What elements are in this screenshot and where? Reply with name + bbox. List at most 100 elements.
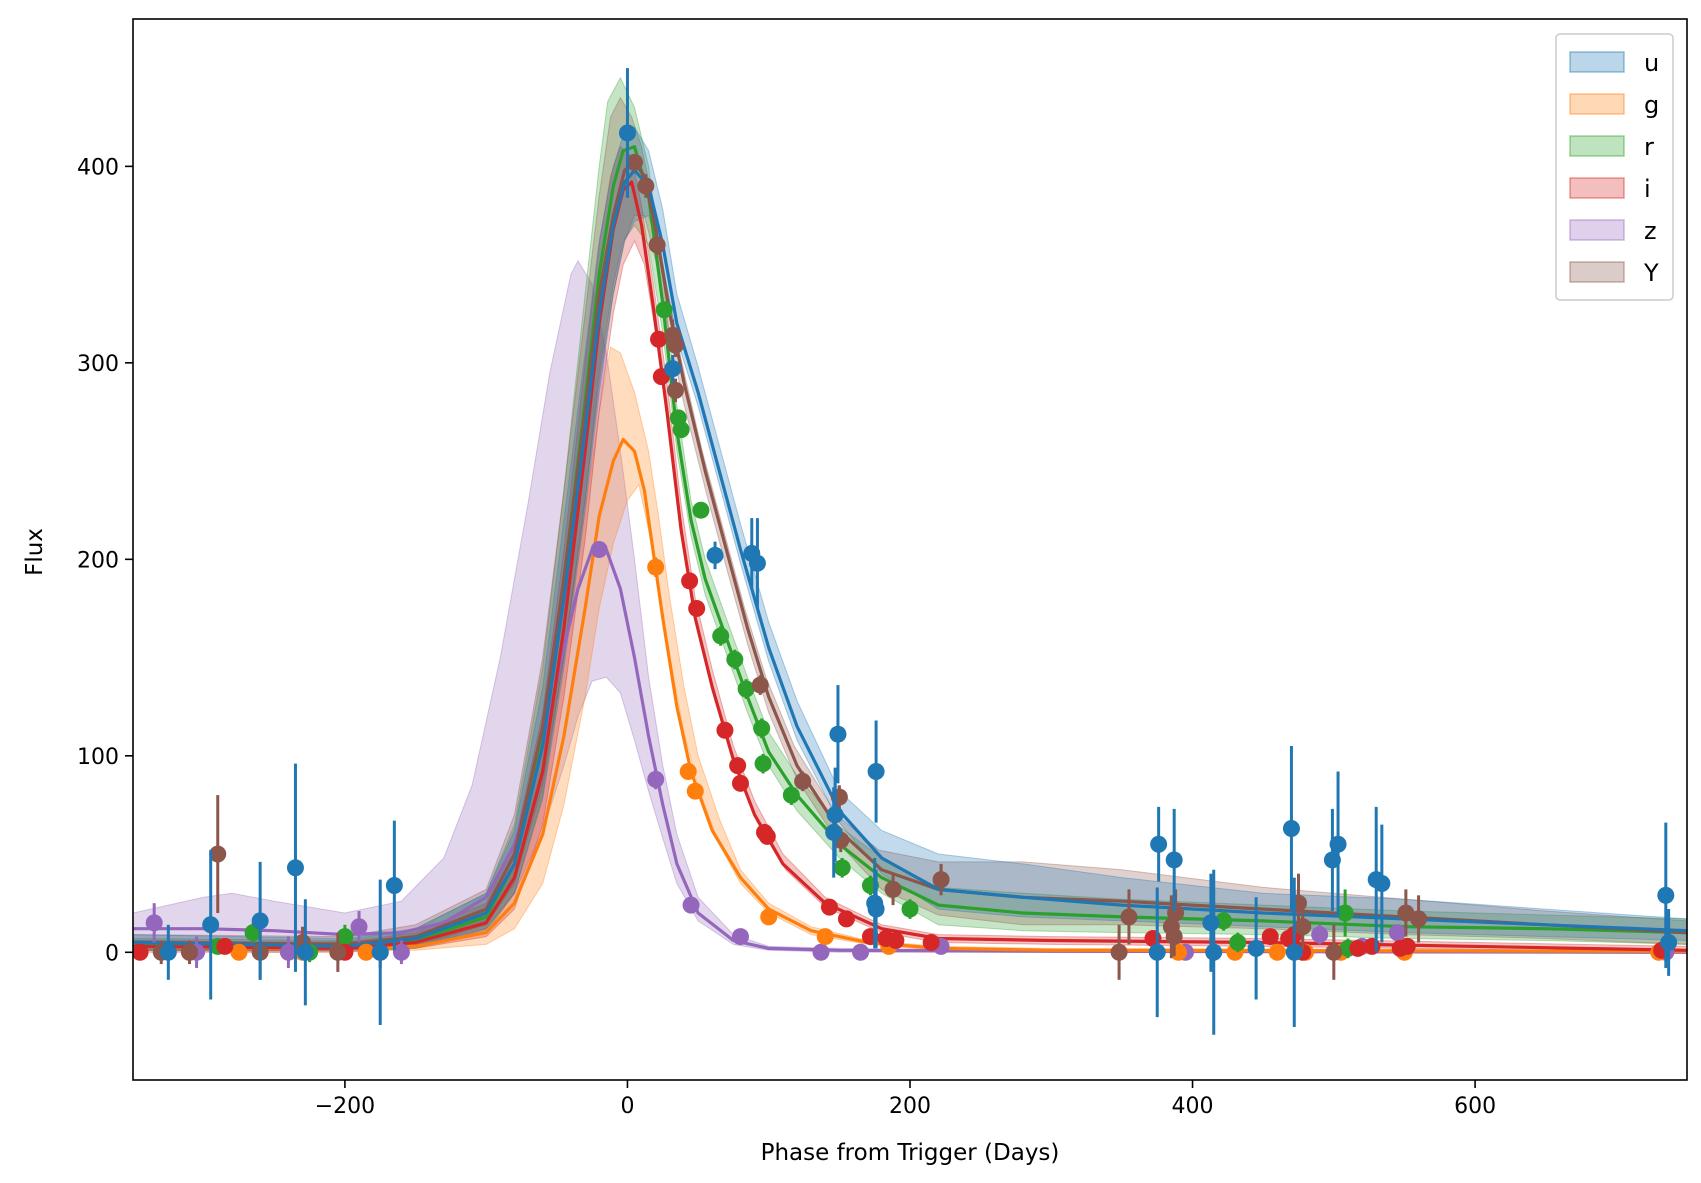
data-point-z [350, 918, 368, 936]
data-point-g [647, 558, 665, 576]
data-point-r [737, 680, 755, 698]
data-point-g [760, 908, 778, 926]
legend-label-i: i [1644, 175, 1651, 203]
x-tick-label: 600 [1454, 1094, 1496, 1119]
data-point-i [758, 827, 776, 845]
data-point-g [357, 943, 375, 961]
data-point-y [1325, 943, 1343, 961]
data-point-y [637, 177, 655, 195]
y-axis: 0 100 200 300 400 [77, 155, 133, 966]
data-point-u [1202, 914, 1220, 932]
data-point-u [829, 725, 847, 743]
data-point-u [706, 546, 724, 564]
data-point-r [754, 755, 772, 773]
data-point-z [1388, 924, 1406, 942]
data-point-i [681, 572, 699, 590]
x-tick-label: 0 [620, 1094, 634, 1119]
band-z [133, 259, 1687, 953]
data-point-r [672, 421, 690, 439]
band-r [133, 76, 1687, 951]
data-point-z [1311, 926, 1329, 944]
data-point-i [837, 910, 855, 928]
legend-label-g: g [1644, 91, 1659, 119]
data-point-z [812, 943, 830, 961]
data-point-g [230, 943, 248, 961]
x-axis: −200 0 200 400 600 [315, 1080, 1496, 1119]
data-point-r [692, 501, 710, 519]
data-point-i [729, 757, 747, 775]
model-line-r [133, 145, 1687, 948]
data-point-g [679, 763, 697, 781]
legend-swatch-u [1569, 51, 1625, 73]
data-point-y [1120, 908, 1138, 926]
data-point-u [1373, 875, 1391, 893]
data-point-y [329, 943, 347, 961]
y-tick-label: 0 [105, 941, 119, 966]
data-point-y [1167, 904, 1185, 922]
data-point-y [1397, 904, 1415, 922]
data-point-z [682, 896, 700, 914]
x-tick-label: −200 [315, 1094, 375, 1119]
band-u [133, 126, 1687, 951]
data-point-y [884, 880, 902, 898]
legend-box [1555, 33, 1674, 301]
y-tick-label: 300 [77, 352, 119, 377]
data-point-r [655, 301, 673, 319]
data-point-u [159, 943, 177, 961]
data-point-u [202, 916, 220, 934]
data-point-y [1110, 943, 1128, 961]
band-g [133, 346, 1687, 953]
data-point-i [133, 943, 149, 961]
data-point-y [181, 943, 199, 961]
data-point-i [1349, 939, 1367, 957]
data-point-g [1268, 943, 1286, 961]
data-point-i [1261, 928, 1279, 946]
data-point-u [664, 360, 682, 378]
data-point-z [279, 943, 297, 961]
legend-swatch-y [1569, 261, 1625, 283]
data-point-u [371, 943, 389, 961]
band-y [133, 96, 1687, 951]
data-point-g [686, 782, 704, 800]
data-point-y [209, 845, 227, 863]
data-point-y [932, 871, 950, 889]
data-point-i [650, 330, 668, 348]
data-point-i [887, 931, 905, 949]
data-point-r [1229, 933, 1247, 951]
model-line-i [133, 180, 1687, 952]
data-point-z [647, 770, 665, 788]
data-point-r [336, 928, 354, 946]
data-point-u [1282, 820, 1300, 838]
data-point-u [826, 806, 844, 824]
data-point-u [1205, 943, 1223, 961]
x-tick-label: 200 [889, 1094, 931, 1119]
legend-label-z: z [1644, 217, 1657, 245]
legend-swatch-z [1569, 219, 1625, 241]
data-point-i [922, 933, 940, 951]
data-point-r [726, 651, 744, 669]
data-point-u [867, 763, 885, 781]
y-tick-label: 100 [77, 745, 119, 770]
data-point-i [1398, 937, 1416, 955]
data-point-r [833, 859, 851, 877]
data-point-u [1657, 886, 1675, 904]
data-point-r [753, 719, 771, 737]
data-point-r [782, 786, 800, 804]
data-point-i [688, 599, 706, 617]
data-point-u [251, 912, 269, 930]
data-point-r [712, 627, 730, 645]
data-point-z [731, 928, 749, 946]
data-point-u [748, 554, 766, 572]
data-point-u [385, 876, 403, 894]
data-point-i [820, 898, 838, 916]
data-point-u [867, 900, 885, 918]
data-point-y [1410, 910, 1428, 928]
y-axis-label: Flux [22, 528, 48, 576]
data-point-u [1660, 933, 1678, 951]
data-point-z [590, 541, 608, 558]
data-point-y [648, 236, 666, 254]
data-point-y [666, 336, 684, 354]
data-point-z [145, 914, 163, 932]
data-point-u [1329, 835, 1347, 853]
